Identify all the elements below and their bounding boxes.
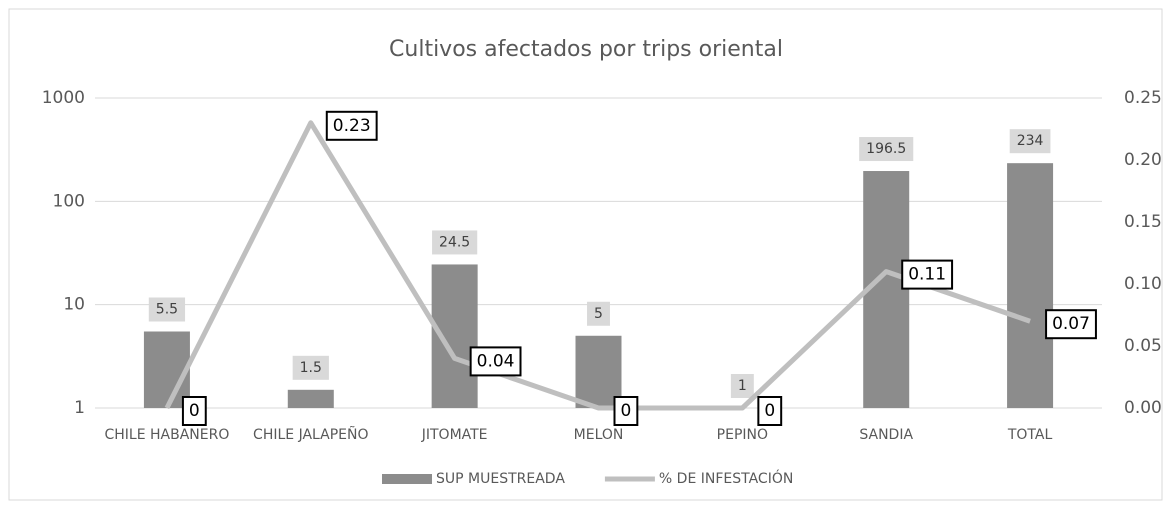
data-label: 24.5: [439, 234, 470, 250]
data-label-box: [757, 396, 783, 426]
y2-tick-label: 0.05: [1124, 336, 1162, 356]
y-tick-label: 10: [63, 295, 85, 315]
x-tick-label: CHILE HABANERO: [104, 427, 229, 443]
data-label: 234: [1017, 133, 1044, 149]
chart-title: Cultivos afectados por trips oriental: [389, 37, 783, 62]
y2-tick-label: 0.00: [1124, 398, 1162, 418]
data-label: 0: [189, 401, 200, 421]
data-label-box: [469, 346, 522, 377]
bar: [287, 389, 334, 408]
x-tick-label: TOTAL: [1007, 427, 1053, 443]
data-label-box: [613, 396, 639, 426]
y-tick-label: 100: [53, 191, 85, 211]
x-tick-label: JITOMATE: [421, 427, 488, 443]
legend-label: SUP MUESTREADA: [436, 471, 565, 487]
data-label-box: [432, 230, 478, 255]
data-label-box: [730, 374, 754, 398]
data-label-box: [901, 259, 954, 290]
x-tick-label: CHILE JALAPEÑO: [253, 426, 368, 443]
line: [164, 120, 1031, 411]
data-label-box: [1045, 309, 1097, 340]
data-label-box: [859, 137, 914, 162]
data-label-box: [1009, 129, 1051, 154]
y2-tick-label: 0.15: [1124, 212, 1162, 232]
data-label: 0.07: [1052, 314, 1090, 334]
x-tick-label: SANDIA: [859, 427, 913, 443]
data-label-box: [148, 297, 186, 322]
bar: [143, 331, 190, 408]
data-label: 0: [621, 401, 632, 421]
x-tick-label: PEPINO: [717, 427, 768, 443]
y2-tick-label: 0.20: [1124, 150, 1162, 170]
data-label-box: [292, 355, 329, 380]
data-label-box: [181, 396, 207, 426]
data-label-box: [325, 110, 378, 141]
data-label-box: [587, 301, 610, 326]
y2-tick-label: 0.10: [1124, 274, 1162, 294]
data-label: 0.04: [477, 351, 515, 371]
data-label: 0: [764, 401, 775, 421]
data-label: 5: [594, 306, 603, 322]
y2-tick-label: 0.25: [1124, 88, 1162, 108]
y-tick-label: 1000: [42, 88, 85, 108]
y-tick-label: 1: [74, 398, 85, 418]
legend-label: % DE INFESTACIÓN: [659, 469, 793, 487]
bar: [575, 335, 622, 408]
data-label: 1.5: [300, 360, 322, 376]
data-label: 1: [738, 378, 747, 394]
data-label: 196.5: [866, 141, 906, 157]
legend-swatch: [382, 474, 432, 484]
x-tick-label: MELON: [574, 427, 624, 443]
data-label: 0.11: [908, 265, 946, 285]
bar: [1007, 163, 1054, 408]
data-label: 5.5: [156, 301, 178, 317]
data-label: 0.23: [333, 116, 371, 136]
